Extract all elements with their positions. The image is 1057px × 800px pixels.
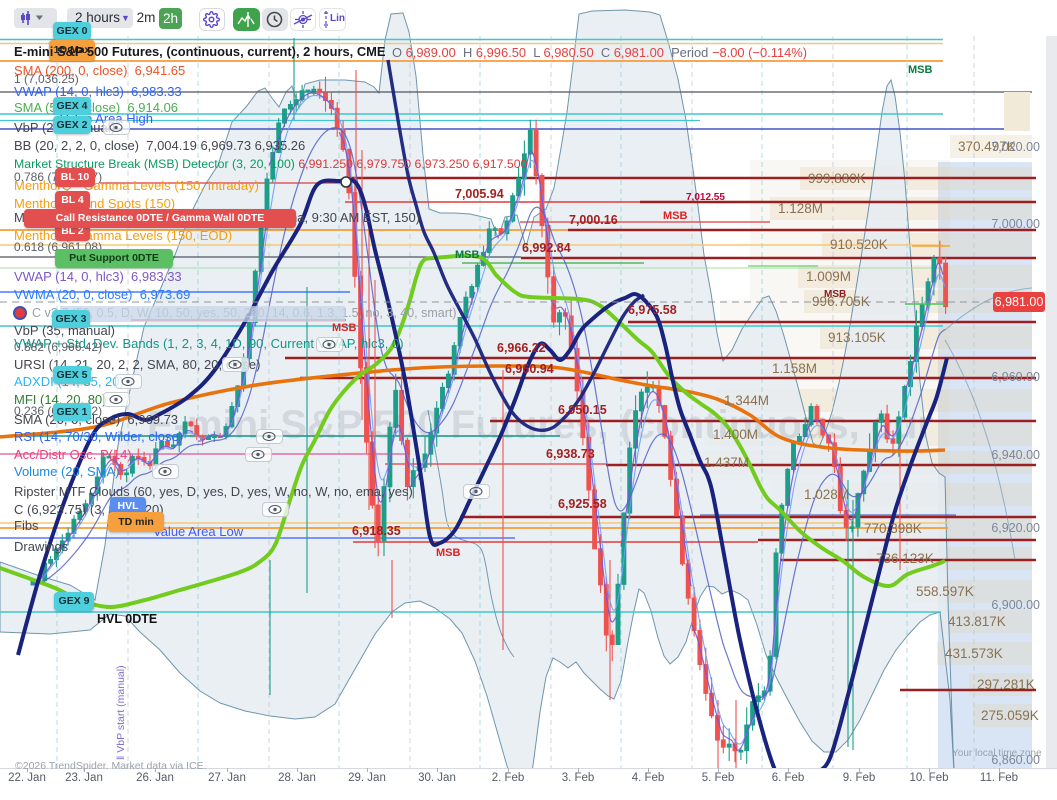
svg-text:MSB: MSB	[436, 547, 461, 559]
svg-text:999.880K: 999.880K	[808, 171, 866, 186]
svg-text:MSB: MSB	[663, 210, 688, 222]
svg-text:6,975.58: 6,975.58	[628, 303, 677, 317]
svg-text:1.028M: 1.028M	[804, 487, 849, 502]
svg-text:1.128M: 1.128M	[778, 201, 823, 216]
svg-text:1.158M: 1.158M	[772, 361, 817, 376]
svg-text:6,966.22: 6,966.22	[497, 341, 546, 355]
svg-text:370.497K: 370.497K	[958, 139, 1016, 154]
svg-text:6,960.94: 6,960.94	[505, 362, 554, 376]
svg-text:558.597K: 558.597K	[916, 584, 974, 599]
svg-text:MSB: MSB	[824, 289, 846, 300]
svg-text:7,012.55: 7,012.55	[686, 192, 725, 203]
svg-text:MSB: MSB	[908, 64, 933, 76]
svg-text:6,918.35: 6,918.35	[352, 524, 401, 538]
svg-text:1.009M: 1.009M	[806, 269, 851, 284]
svg-text:913.105K: 913.105K	[828, 330, 886, 345]
svg-text:1.400M: 1.400M	[713, 427, 758, 442]
svg-text:413.817K: 413.817K	[948, 614, 1006, 629]
svg-text:7,000.16: 7,000.16	[569, 213, 618, 227]
svg-text:910.520K: 910.520K	[830, 237, 888, 252]
svg-text:297.281K: 297.281K	[977, 677, 1035, 692]
svg-text:736.123K: 736.123K	[876, 551, 934, 566]
svg-text:1.344M: 1.344M	[724, 393, 769, 408]
svg-text:770.398K: 770.398K	[864, 521, 922, 536]
svg-text:6,925.58: 6,925.58	[558, 497, 607, 511]
svg-text:MSB: MSB	[455, 249, 480, 261]
svg-text:1.437M: 1.437M	[704, 455, 749, 470]
svg-text:‖ VbP start (manual): ‖ VbP start (manual)	[115, 665, 127, 760]
svg-text:7,005.94: 7,005.94	[455, 187, 504, 201]
svg-text:6,950.15: 6,950.15	[558, 403, 607, 417]
svg-text:6,992.84: 6,992.84	[522, 241, 571, 255]
svg-text:275.059K: 275.059K	[981, 708, 1039, 723]
svg-text:431.573K: 431.573K	[945, 646, 1003, 661]
svg-text:996.705K: 996.705K	[812, 294, 870, 309]
svg-text:MSB: MSB	[332, 322, 357, 334]
svg-text:6,938.73: 6,938.73	[546, 447, 595, 461]
